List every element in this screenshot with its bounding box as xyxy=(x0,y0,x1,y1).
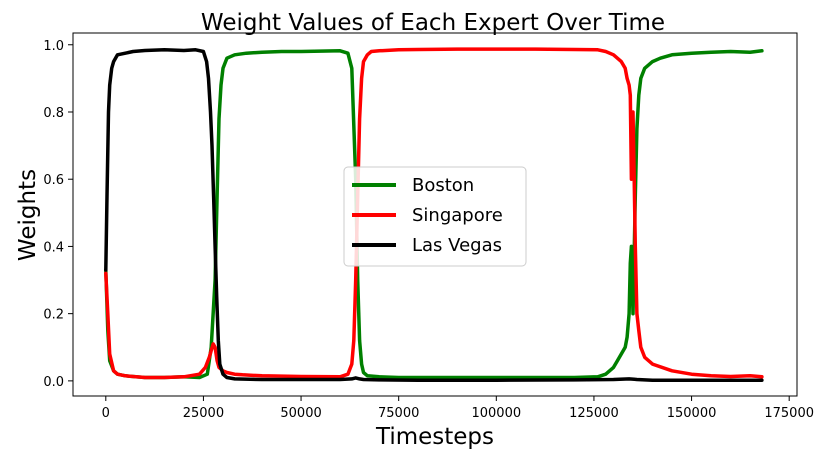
y-axis-label: Weights xyxy=(15,169,41,261)
series-line-singapore xyxy=(104,47,764,380)
legend-label: Singapore xyxy=(412,205,503,226)
x-tick-label: 0 xyxy=(102,406,110,421)
y-axis-ticks: 0.0 0.2 0.4 0.6 0.8 1.0 xyxy=(43,39,73,390)
x-axis-label: Timesteps xyxy=(375,424,494,450)
x-tick-label: 150000 xyxy=(667,406,717,421)
plot-frame xyxy=(72,32,798,397)
y-tick-label: 0.4 xyxy=(43,240,64,255)
legend-box xyxy=(343,166,527,267)
x-axis-ticks: 0 25000 50000 75000 100000 125000 150000 175000 xyxy=(102,396,814,421)
x-tick-label: 125000 xyxy=(569,406,619,421)
x-tick-label: 100000 xyxy=(471,406,521,421)
y-tick-label: 0.8 xyxy=(43,106,64,121)
legend-label: Las Vegas xyxy=(412,235,502,256)
series-layer xyxy=(104,47,764,382)
series-line-las-vegas xyxy=(104,48,764,382)
y-tick-label: 0.6 xyxy=(43,173,64,188)
y-tick-label: 1.0 xyxy=(43,39,64,54)
y-tick-label: 0.0 xyxy=(43,375,64,390)
x-tick-label: 50000 xyxy=(280,406,321,421)
y-tick-label: 0.2 xyxy=(43,308,64,323)
x-tick-label: 175000 xyxy=(764,406,814,421)
legend: Boston Singapore Las Vegas xyxy=(343,166,527,267)
legend-label: Boston xyxy=(412,175,474,196)
x-tick-label: 75000 xyxy=(378,406,419,421)
x-tick-label: 25000 xyxy=(183,406,224,421)
chart-title: Weight Values of Each Expert Over Time xyxy=(201,10,665,36)
